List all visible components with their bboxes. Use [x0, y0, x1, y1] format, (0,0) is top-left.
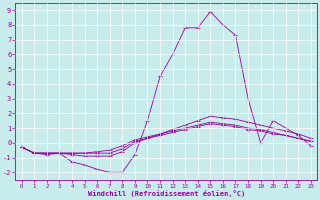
X-axis label: Windchill (Refroidissement éolien,°C): Windchill (Refroidissement éolien,°C)	[88, 190, 245, 197]
